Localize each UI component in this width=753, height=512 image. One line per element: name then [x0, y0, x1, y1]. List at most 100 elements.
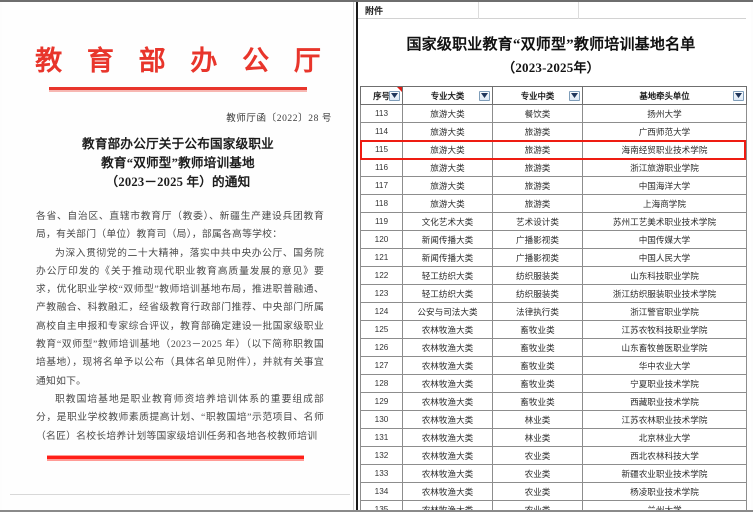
table-row[interactable]: 127 农林牧渔大类 畜牧业类 华中农业大学 — [360, 356, 747, 375]
cell-no[interactable]: 124 — [360, 302, 403, 321]
cell-unit[interactable]: 扬州大学 — [582, 104, 747, 123]
cell-unit[interactable]: 上海商学院 — [582, 194, 747, 213]
cell-no[interactable]: 118 — [360, 194, 403, 213]
cell-no[interactable]: 113 — [360, 104, 403, 123]
cell-sub-group[interactable]: 林业类 — [492, 428, 583, 447]
cell-major-group[interactable]: 文化艺术大类 — [402, 212, 493, 231]
cell-sub-group[interactable]: 农业类 — [492, 482, 583, 501]
table-row[interactable]: 119 文化艺术大类 艺术设计类 苏州工艺美术职业技术学院 — [360, 212, 747, 231]
cell-sub-group[interactable]: 旅游类 — [492, 140, 583, 159]
table-row[interactable]: 118 旅游大类 旅游类 上海商学院 — [360, 194, 747, 213]
column-header-no[interactable]: 序号 — [360, 86, 403, 105]
cell-major-group[interactable]: 农林牧渔大类 — [402, 500, 493, 510]
cell-unit[interactable]: 西北农林科技大学 — [582, 446, 747, 465]
cell-major-group[interactable]: 新闻传播大类 — [402, 230, 493, 249]
cell-major-group[interactable]: 农林牧渔大类 — [402, 392, 493, 411]
cell-unit[interactable]: 浙江纺织服装职业技术学院 — [582, 284, 747, 303]
cell-sub-group[interactable]: 畜牧业类 — [492, 338, 583, 357]
table-row[interactable]: 124 公安与司法大类 法律执行类 浙江警官职业学院 — [360, 302, 747, 321]
cell-unit[interactable]: 广西师范大学 — [582, 122, 747, 141]
cell-sub-group[interactable]: 旅游类 — [492, 194, 583, 213]
cell-no[interactable]: 135 — [360, 500, 403, 510]
cell-sub-group[interactable]: 旅游类 — [492, 158, 583, 177]
cell-major-group[interactable]: 轻工纺织大类 — [402, 266, 493, 285]
cell-sub-group[interactable]: 农业类 — [492, 500, 583, 510]
cell-unit[interactable]: 江苏农林职业技术学院 — [582, 410, 747, 429]
cell-unit[interactable]: 中国传媒大学 — [582, 230, 747, 249]
cell-major-group[interactable]: 农林牧渔大类 — [402, 464, 493, 483]
cell-major-group[interactable]: 轻工纺织大类 — [402, 284, 493, 303]
cell-no[interactable]: 126 — [360, 338, 403, 357]
cell-no[interactable]: 127 — [360, 356, 403, 375]
cell-sub-group[interactable]: 旅游类 — [492, 176, 583, 195]
cell-no[interactable]: 129 — [360, 392, 403, 411]
table-row[interactable]: 126 农林牧渔大类 畜牧业类 山东畜牧兽医职业学院 — [360, 338, 747, 357]
cell-sub-group[interactable]: 法律执行类 — [492, 302, 583, 321]
cell-unit[interactable]: 宁夏职业技术学院 — [582, 374, 747, 393]
table-row[interactable]: 129 农林牧渔大类 畜牧业类 西藏职业技术学院 — [360, 392, 747, 411]
cell-unit[interactable]: 山东畜牧兽医职业学院 — [582, 338, 747, 357]
table-row[interactable]: 133 农林牧渔大类 农业类 新疆农业职业技术学院 — [360, 464, 747, 483]
cell-sub-group[interactable]: 餐饮类 — [492, 104, 583, 123]
table-row[interactable]: 120 新闻传播大类 广播影视类 中国传媒大学 — [360, 230, 747, 249]
column-header-major-group[interactable]: 专业大类 — [402, 86, 493, 105]
cell-unit[interactable]: 江苏农牧科技职业学院 — [582, 320, 747, 339]
cell-no[interactable]: 134 — [360, 482, 403, 501]
cell-sub-group[interactable]: 旅游类 — [492, 122, 583, 141]
cell-no[interactable]: 120 — [360, 230, 403, 249]
cell-sub-group[interactable]: 畜牧业类 — [492, 374, 583, 393]
table-row[interactable]: 114 旅游大类 旅游类 广西师范大学 — [360, 122, 747, 141]
table-row[interactable]: 132 农林牧渔大类 农业类 西北农林科技大学 — [360, 446, 747, 465]
cell-no[interactable]: 133 — [360, 464, 403, 483]
document-pane[interactable]: 教 育 部 办 公 厅 教师厅函〔2022〕28 号 教育部办公厅关于公布国家级… — [2, 2, 354, 510]
cell-major-group[interactable]: 公安与司法大类 — [402, 302, 493, 321]
cell-sub-group[interactable]: 艺术设计类 — [492, 212, 583, 231]
cell-no[interactable]: 130 — [360, 410, 403, 429]
cell-unit[interactable]: 中国海洋大学 — [582, 176, 747, 195]
cell-major-group[interactable]: 农林牧渔大类 — [402, 446, 493, 465]
cell-sub-group[interactable]: 畜牧业类 — [492, 392, 583, 411]
cell-major-group[interactable]: 农林牧渔大类 — [402, 482, 493, 501]
cell-no[interactable]: 123 — [360, 284, 403, 303]
cell-no[interactable]: 131 — [360, 428, 403, 447]
table-row[interactable]: 122 轻工纺织大类 纺织服装类 山东科技职业学院 — [360, 266, 747, 285]
table-row[interactable]: 134 农林牧渔大类 农业类 杨凌职业技术学院 — [360, 482, 747, 501]
cell-no[interactable]: 115 — [360, 140, 403, 159]
cell-unit[interactable]: 苏州工艺美术职业技术学院 — [582, 212, 747, 231]
filter-dropdown-icon-major-group[interactable] — [479, 90, 490, 101]
cell-major-group[interactable]: 农林牧渔大类 — [402, 410, 493, 429]
cell-major-group[interactable]: 农林牧渔大类 — [402, 356, 493, 375]
cell-no[interactable]: 132 — [360, 446, 403, 465]
cell-no[interactable]: 119 — [360, 212, 403, 231]
cell-unit[interactable]: 西藏职业技术学院 — [582, 392, 747, 411]
cell-unit[interactable]: 兰州大学 — [582, 500, 747, 510]
cell-major-group[interactable]: 农林牧渔大类 — [402, 428, 493, 447]
filter-dropdown-icon-unit[interactable] — [733, 90, 744, 101]
cell-sub-group[interactable]: 广播影视类 — [492, 248, 583, 267]
cell-no[interactable]: 116 — [360, 158, 403, 177]
cell-unit[interactable]: 杨凌职业技术学院 — [582, 482, 747, 501]
column-header-unit[interactable]: 基地牵头单位 — [582, 86, 747, 105]
table-row[interactable]: 131 农林牧渔大类 林业类 北京林业大学 — [360, 428, 747, 447]
cell-sub-group[interactable]: 农业类 — [492, 464, 583, 483]
cell-major-group[interactable]: 旅游大类 — [402, 122, 493, 141]
filter-dropdown-icon-sub-group[interactable] — [569, 90, 580, 101]
cell-unit[interactable]: 华中农业大学 — [582, 356, 747, 375]
cell-no[interactable]: 122 — [360, 266, 403, 285]
cell-no[interactable]: 117 — [360, 176, 403, 195]
cell-major-group[interactable]: 旅游大类 — [402, 158, 493, 177]
cell-major-group[interactable]: 农林牧渔大类 — [402, 320, 493, 339]
cell-sub-group[interactable]: 畜牧业类 — [492, 356, 583, 375]
cell-major-group[interactable]: 旅游大类 — [402, 104, 493, 123]
cell-sub-group[interactable]: 纺织服装类 — [492, 266, 583, 285]
cell-unit[interactable]: 山东科技职业学院 — [582, 266, 747, 285]
table-row[interactable]: 130 农林牧渔大类 林业类 江苏农林职业技术学院 — [360, 410, 747, 429]
cell-major-group[interactable]: 旅游大类 — [402, 176, 493, 195]
cell-no[interactable]: 114 — [360, 122, 403, 141]
cell-sub-group[interactable]: 畜牧业类 — [492, 320, 583, 339]
cell-no[interactable]: 128 — [360, 374, 403, 393]
table-row[interactable]: 116 旅游大类 旅游类 浙江旅游职业学院 — [360, 158, 747, 177]
cell-unit[interactable]: 中国人民大学 — [582, 248, 747, 267]
cell-sub-group[interactable]: 纺织服装类 — [492, 284, 583, 303]
cell-sub-group[interactable]: 广播影视类 — [492, 230, 583, 249]
